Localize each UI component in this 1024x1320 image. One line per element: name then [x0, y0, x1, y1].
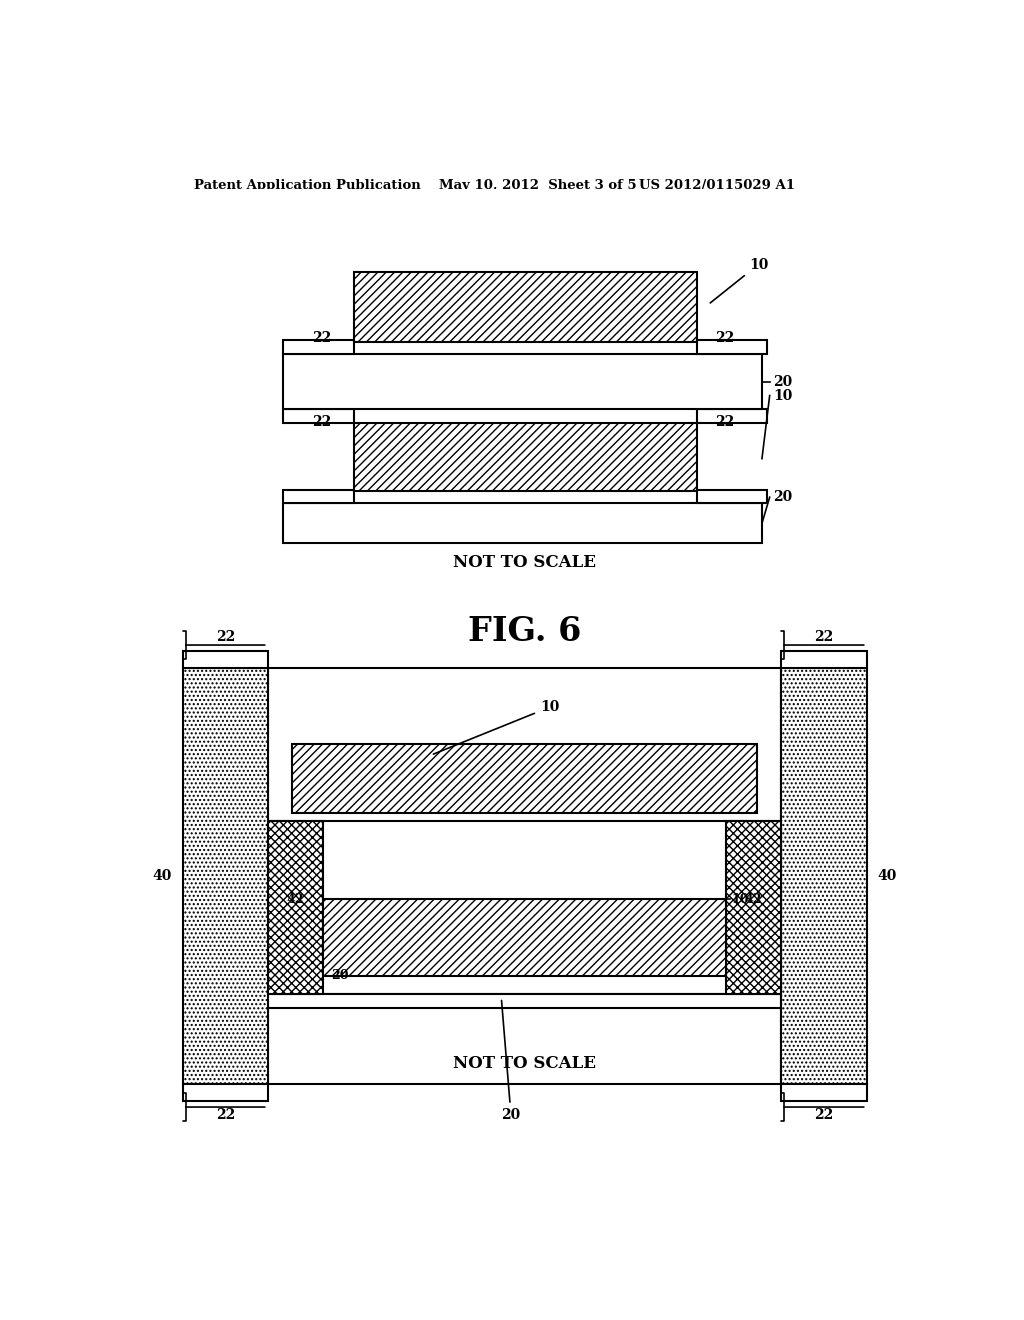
Bar [354, 272, 696, 342]
Bar [726, 821, 781, 994]
Bar [267, 668, 781, 1084]
Text: FIG. 6: FIG. 6 [468, 615, 582, 648]
Text: 40: 40 [878, 869, 897, 883]
Text: 20: 20 [773, 375, 793, 388]
Bar [283, 318, 759, 352]
Bar [323, 899, 726, 977]
Text: 42: 42 [744, 894, 762, 906]
Bar [283, 503, 762, 544]
Bar [696, 490, 767, 503]
Text: May 10, 2012  Sheet 3 of 5: May 10, 2012 Sheet 3 of 5 [438, 178, 636, 191]
Text: FIG. 5: FIG. 5 [468, 219, 582, 252]
Text: Patent Application Publication: Patent Application Publication [194, 178, 421, 191]
Text: 10: 10 [773, 388, 793, 403]
Bar [267, 994, 781, 1007]
Text: 22: 22 [716, 414, 734, 429]
Bar [283, 490, 354, 503]
Text: 22: 22 [312, 331, 331, 345]
Bar [781, 651, 866, 668]
Bar [696, 409, 767, 424]
Bar [183, 668, 267, 1084]
Text: 10: 10 [750, 257, 769, 272]
Bar [283, 354, 762, 409]
Text: 22: 22 [814, 631, 834, 644]
Bar [352, 271, 698, 314]
Text: US 2012/0115029 A1: US 2012/0115029 A1 [639, 178, 795, 191]
Text: 10: 10 [732, 892, 750, 906]
Bar [183, 1084, 267, 1101]
Text: 22: 22 [814, 1107, 834, 1122]
Bar [183, 651, 267, 668]
Text: 22: 22 [216, 631, 234, 644]
Bar [283, 409, 354, 424]
Text: 20: 20 [773, 490, 793, 504]
Text: 20: 20 [331, 969, 348, 982]
Bar [131, 189, 920, 574]
Text: NOT TO SCALE: NOT TO SCALE [454, 1055, 596, 1072]
Text: 22: 22 [216, 1107, 234, 1122]
Text: 42: 42 [287, 894, 304, 906]
Bar [292, 743, 757, 813]
Text: 20: 20 [502, 1001, 520, 1122]
Bar [283, 306, 352, 318]
Text: 40: 40 [153, 869, 172, 883]
Bar [354, 424, 696, 491]
Text: 22: 22 [716, 331, 734, 345]
Text: 10: 10 [433, 700, 559, 754]
Bar [131, 628, 920, 1109]
Text: NOT TO SCALE: NOT TO SCALE [454, 554, 596, 572]
Bar [267, 821, 781, 994]
Bar [283, 341, 354, 354]
Bar [267, 821, 323, 994]
Text: 22: 22 [312, 414, 331, 429]
Bar [781, 1084, 866, 1101]
Bar [698, 306, 768, 318]
Bar [696, 341, 767, 354]
Bar [781, 668, 866, 1084]
Bar [352, 367, 698, 407]
